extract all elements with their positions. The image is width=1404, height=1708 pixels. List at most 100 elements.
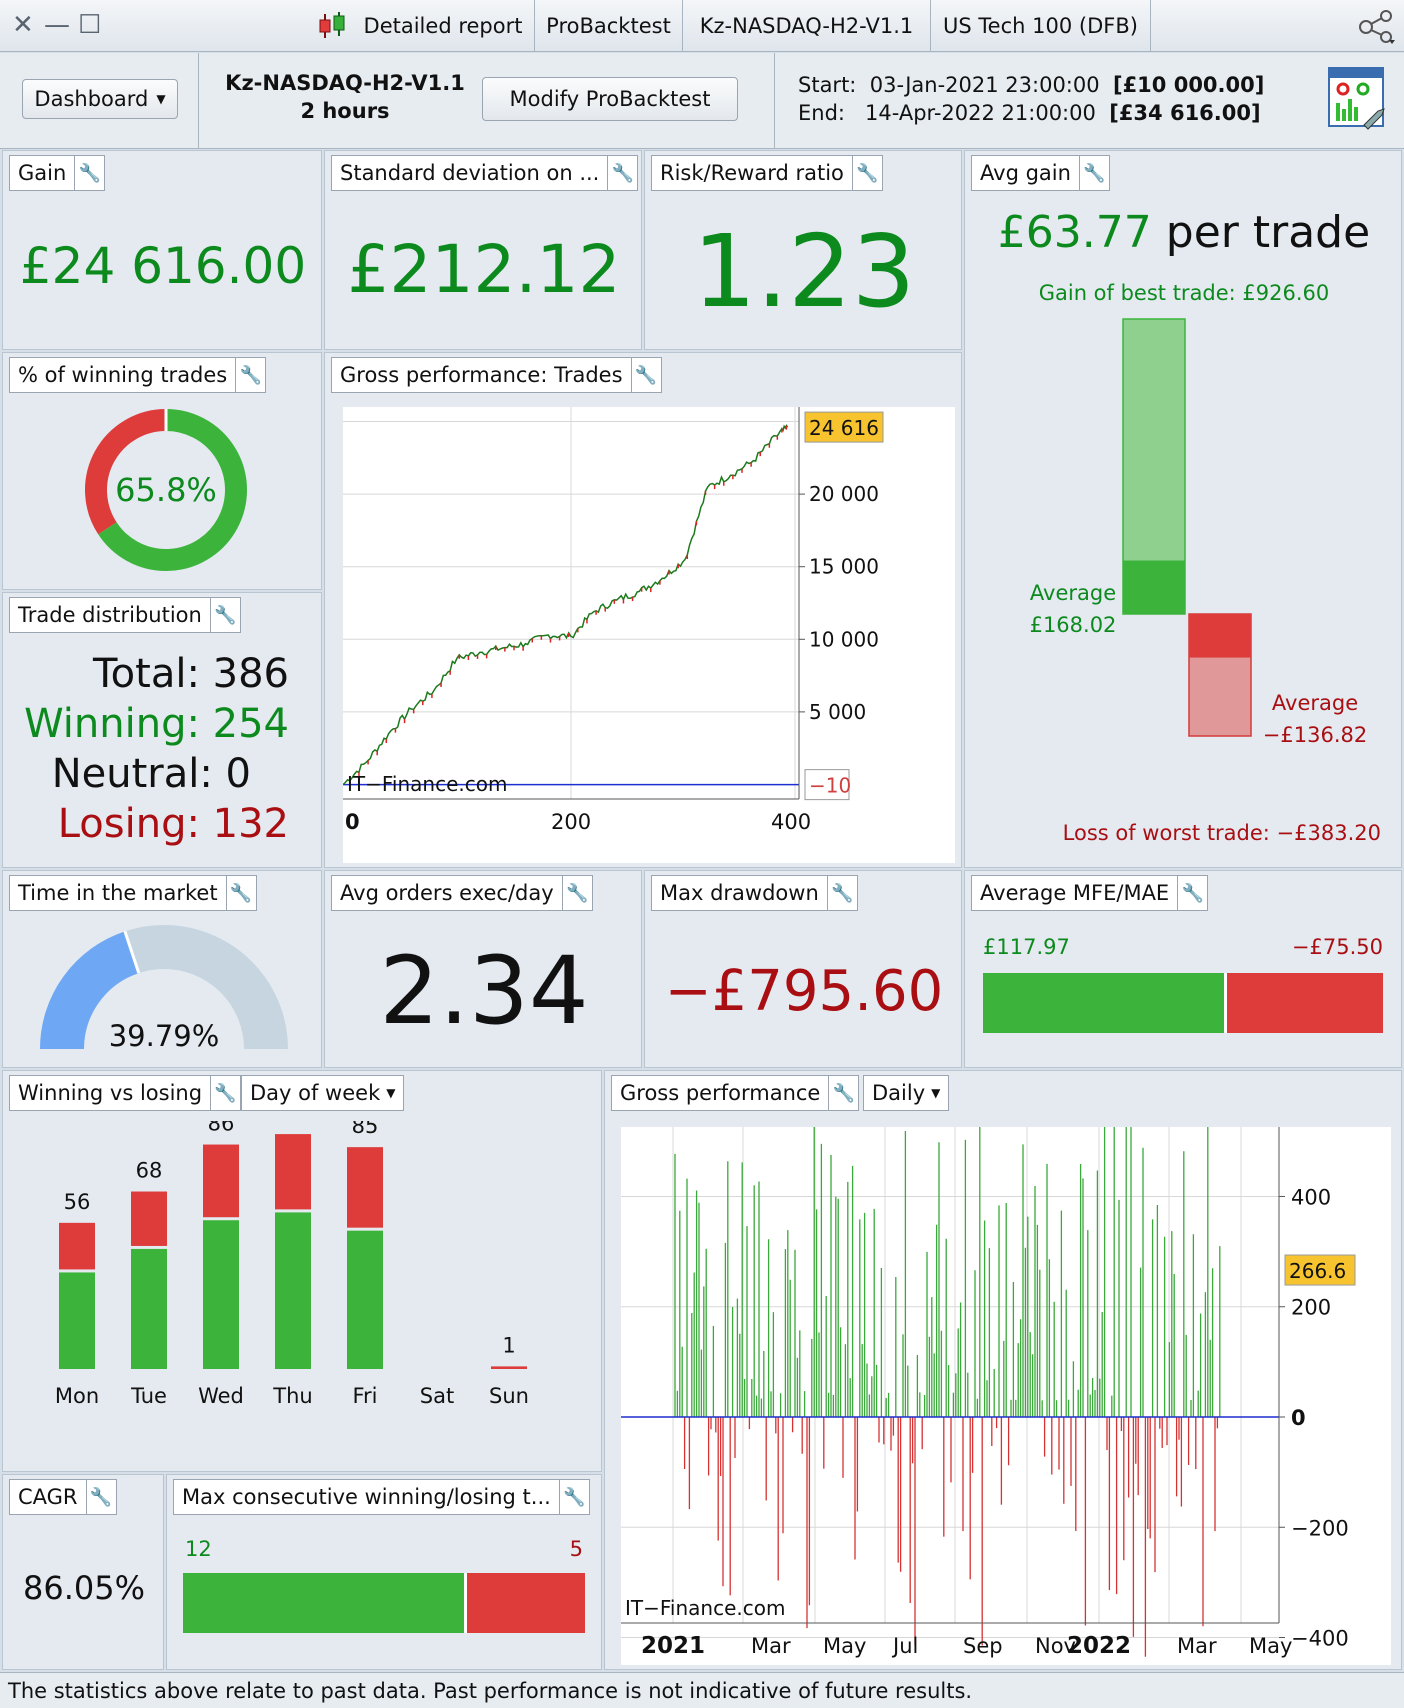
tab-system[interactable]: Kz-NASDAQ-H2-V1.1	[682, 0, 930, 52]
x-tick-label: Sep	[963, 1634, 1003, 1658]
wrench-icon[interactable]: 🔧	[1177, 876, 1207, 910]
settings-chart-icon[interactable]	[1328, 67, 1388, 135]
modify-probacktest-button[interactable]: Modify ProBacktest	[482, 77, 738, 121]
winning-bar	[59, 1272, 95, 1369]
consec-win-value: 12	[185, 1537, 212, 1561]
winlose-title-label: Winning vs losing	[18, 1081, 203, 1105]
watermark: IT−Finance.com	[347, 772, 507, 796]
gross-daily-svg: 1 0008006004002000−200−400−600266.62021M…	[621, 855, 1357, 1659]
x-tick-label: 400	[771, 810, 811, 834]
total-label: 1	[502, 1333, 515, 1357]
day-label: Sun	[489, 1384, 529, 1408]
daily-dropdown[interactable]: Daily ▼	[863, 1075, 950, 1111]
wrench-icon[interactable]: 🔧	[630, 358, 661, 392]
wrench-icon[interactable]: 🔧	[558, 1480, 589, 1514]
dashboard-dropdown[interactable]: Dashboard ▼	[22, 79, 178, 119]
tab-instrument[interactable]: US Tech 100 (DFB)	[930, 0, 1150, 52]
stddev-title: Standard deviation on ... 🔧	[331, 155, 639, 191]
consec-title: Max consecutive winning/losing t... 🔧	[173, 1479, 590, 1515]
share-icon[interactable]	[1356, 10, 1398, 48]
wrench-icon[interactable]: 🔧	[1078, 156, 1109, 190]
wrench-icon[interactable]: 🔧	[607, 156, 637, 190]
avg-gain-title-label: Avg gain	[980, 161, 1071, 185]
close-icon[interactable]: ✕	[12, 10, 34, 40]
maximize-icon[interactable]: ☐	[78, 10, 102, 40]
last-value-label: 266.6	[1289, 1259, 1346, 1283]
winning-bar	[203, 1220, 239, 1369]
end-label: End:	[798, 101, 845, 125]
mae-value: −£75.50	[1291, 935, 1383, 959]
last-value-badge	[804, 411, 884, 443]
wrench-icon[interactable]: 🔧	[210, 1076, 240, 1110]
max-drawdown-title-label: Max drawdown	[660, 881, 819, 905]
total-label: 86	[208, 1121, 235, 1136]
wrench-icon[interactable]: 🔧	[235, 358, 265, 392]
winning-donut	[85, 409, 247, 571]
wrench-icon[interactable]: 🔧	[74, 156, 104, 190]
max-drawdown-panel: Max drawdown 🔧 −£795.60	[644, 870, 962, 1068]
gauge-separator	[123, 930, 141, 974]
tab-probacktest[interactable]: ProBacktest	[534, 0, 682, 52]
consec-title-label: Max consecutive winning/losing t...	[182, 1485, 551, 1509]
time-market-value: 39.79%	[108, 1019, 220, 1053]
avg-loss-bar	[1189, 614, 1251, 658]
avg-orders-title: Avg orders exec/day 🔧	[331, 875, 593, 911]
mfe-value: £117.97	[983, 935, 1070, 959]
day-label: Wed	[198, 1384, 244, 1408]
gauge-fill	[40, 931, 140, 1050]
end-row: End: 14-Apr-2022 21:00:00 [£34 616.00]	[798, 99, 1261, 127]
divider	[1150, 0, 1151, 52]
wrench-icon[interactable]: 🔧	[561, 876, 592, 910]
start-label: Start:	[798, 73, 857, 97]
day-label: Fri	[352, 1384, 377, 1408]
gain-panel: Gain 🔧 £24 616.00	[2, 150, 322, 350]
mfe-segment	[983, 973, 1227, 1033]
mfe-mae-panel: Average MFE/MAE 🔧 £117.97 −£75.50	[964, 870, 1402, 1068]
tab-detailed-report[interactable]: Detailed report	[363, 14, 523, 38]
wrench-icon[interactable]: 🔧	[828, 1076, 858, 1110]
gain-value: £24 616.00	[19, 237, 307, 295]
losing-bar	[491, 1366, 527, 1369]
time-market-gauge	[40, 925, 288, 1050]
gain-title: Gain 🔧	[9, 155, 106, 191]
y-tick-label: −200	[1291, 1516, 1349, 1540]
gain-title-label: Gain	[18, 161, 67, 185]
wrench-icon[interactable]: 🔧	[225, 876, 256, 910]
consec-bar	[183, 1573, 585, 1633]
total-label: 56	[64, 1190, 91, 1214]
gross-trades-title: Gross performance: Trades 🔧	[331, 357, 662, 393]
avg-orders-value: 2.34	[379, 937, 589, 1046]
gross-daily-chart[interactable]: 1 0008006004002000−200−400−600266.62021M…	[621, 855, 1391, 1665]
y-tick-label: 10 000	[809, 627, 879, 651]
winning-bar	[275, 1212, 311, 1369]
minimize-icon[interactable]: —	[44, 10, 70, 40]
day-of-week-dropdown[interactable]: Day of week ▼	[241, 1075, 405, 1111]
divider	[774, 53, 775, 149]
avg-win-label: Average £168.02	[1023, 577, 1123, 641]
chevron-down-icon: ▼	[931, 1086, 941, 1100]
gross-trades-panel: Gross performance: Trades 🔧 20 000 15 000 1…	[324, 352, 962, 868]
wrench-icon[interactable]: 🔧	[851, 156, 882, 190]
cagr-value: 86.05%	[22, 1569, 145, 1607]
start-capital: [£10 000.00]	[1112, 73, 1265, 97]
x-tick-label: May	[823, 1634, 866, 1658]
winning-pct-value: 65.8%	[115, 471, 217, 509]
mae-segment	[1226, 973, 1383, 1033]
avg-win-label-2: £168.02	[1029, 613, 1117, 637]
avg-win-label-1: Average	[1029, 581, 1117, 605]
gross-daily-title-label: Gross performance	[620, 1081, 821, 1105]
cagr-panel: CAGR 🔧 86.05%	[2, 1474, 164, 1670]
x-tick-label: Mar	[751, 1634, 791, 1658]
equity-line	[342, 424, 789, 786]
gross-trades-chart[interactable]: 20 000 15 000 10 000 5 000 24 616 −10 0 200 400 I…	[342, 407, 955, 863]
wrench-icon[interactable]: 🔧	[209, 598, 240, 632]
time-market-title-label: Time in the market	[18, 881, 218, 905]
wrench-icon[interactable]: 🔧	[826, 876, 857, 910]
stddev-panel: Standard deviation on ... 🔧 £212.12	[324, 150, 642, 350]
distribution-title-label: Trade distribution	[18, 603, 202, 627]
wrench-icon[interactable]: 🔧	[85, 1480, 116, 1514]
avg-orders-panel: Avg orders exec/day 🔧 2.34	[324, 870, 642, 1068]
max-drawdown-value: −£795.60	[664, 959, 944, 1024]
total-label: 90	[280, 1121, 307, 1125]
y-tick-label: 400	[1291, 1185, 1331, 1209]
